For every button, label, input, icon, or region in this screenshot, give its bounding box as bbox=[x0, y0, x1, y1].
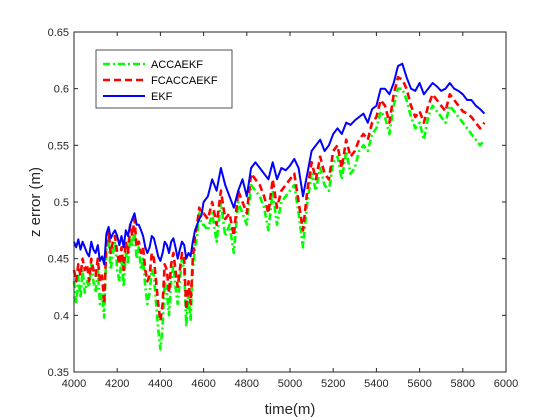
y-tick-label: 0.55 bbox=[48, 140, 69, 152]
x-axis: 4000 4200 4400 4600 4800 5000 5200 5400 5600 5800… bbox=[62, 32, 518, 390]
legend: ACCAEKF FCACCAEKF EKF bbox=[95, 49, 233, 109]
series-line-fcaccaekf bbox=[72, 76, 486, 323]
y-tick-label: 0.35 bbox=[48, 367, 69, 379]
series-layer bbox=[72, 62, 486, 351]
y-axis-title: z error (m) bbox=[27, 167, 44, 237]
x-tick-label: 5800 bbox=[451, 378, 475, 390]
y-tick-label: 0.45 bbox=[48, 254, 69, 266]
y-tick-label: 0.6 bbox=[54, 84, 69, 96]
series-line-accaekf bbox=[72, 87, 486, 351]
y-axis: 0.35 0.4 0.45 0.5 0.55 0.6 0.65 bbox=[48, 27, 506, 379]
x-tick-label: 4400 bbox=[148, 378, 172, 390]
x-tick-label: 4800 bbox=[235, 378, 259, 390]
y-tick-label: 0.5 bbox=[54, 197, 69, 209]
x-tick-label: 4000 bbox=[62, 378, 86, 390]
x-tick-label: 5400 bbox=[364, 378, 388, 390]
legend-label-ekf: EKF bbox=[151, 91, 173, 103]
x-axis-title: time(m) bbox=[265, 401, 316, 418]
y-tick-label: 0.65 bbox=[48, 27, 69, 39]
x-tick-label: 5600 bbox=[407, 378, 431, 390]
x-tick-label: 5200 bbox=[321, 378, 345, 390]
series-line-ekf bbox=[73, 62, 486, 266]
y-tick-label: 0.4 bbox=[54, 310, 69, 322]
x-tick-label: 4600 bbox=[191, 378, 215, 390]
legend-label-fcaccaekf: FCACCAEKF bbox=[151, 75, 218, 87]
legend-label-accaekf: ACCAEKF bbox=[151, 59, 203, 71]
x-tick-label: 5000 bbox=[278, 378, 302, 390]
x-tick-label: 6000 bbox=[494, 378, 518, 390]
x-tick-label: 4200 bbox=[105, 378, 129, 390]
